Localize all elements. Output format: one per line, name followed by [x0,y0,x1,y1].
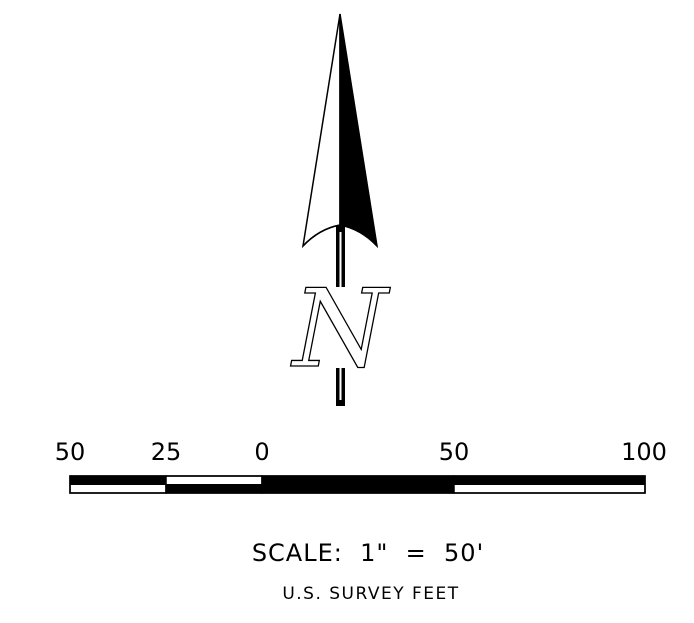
north-letter: N [290,267,391,392]
scale-bar: 50 25 0 50 100 [55,438,667,494]
scale-segment [261,475,455,494]
units-caption: U.S. SURVEY FEET [282,584,459,604]
scale-bar-frame [69,475,646,494]
scale-tick-label: 50 [55,438,86,466]
scale-tick-label: 50 [439,438,470,466]
north-arrow-icon: N [289,13,391,406]
arrow-shaft-lower [336,368,345,406]
scale-segment [453,475,646,494]
scale-caption: SCALE: 1" = 50' [252,539,484,567]
arrowhead-left-half [301,13,341,249]
scale-tick-label: 25 [151,438,182,466]
arrow-shaft-upper [336,225,345,287]
scale-tick-label: 100 [621,438,667,466]
scale-segment [165,475,263,494]
scale-segment [69,475,167,494]
scale-tick-label: 0 [254,438,269,466]
arrowhead-right-half [339,13,379,249]
